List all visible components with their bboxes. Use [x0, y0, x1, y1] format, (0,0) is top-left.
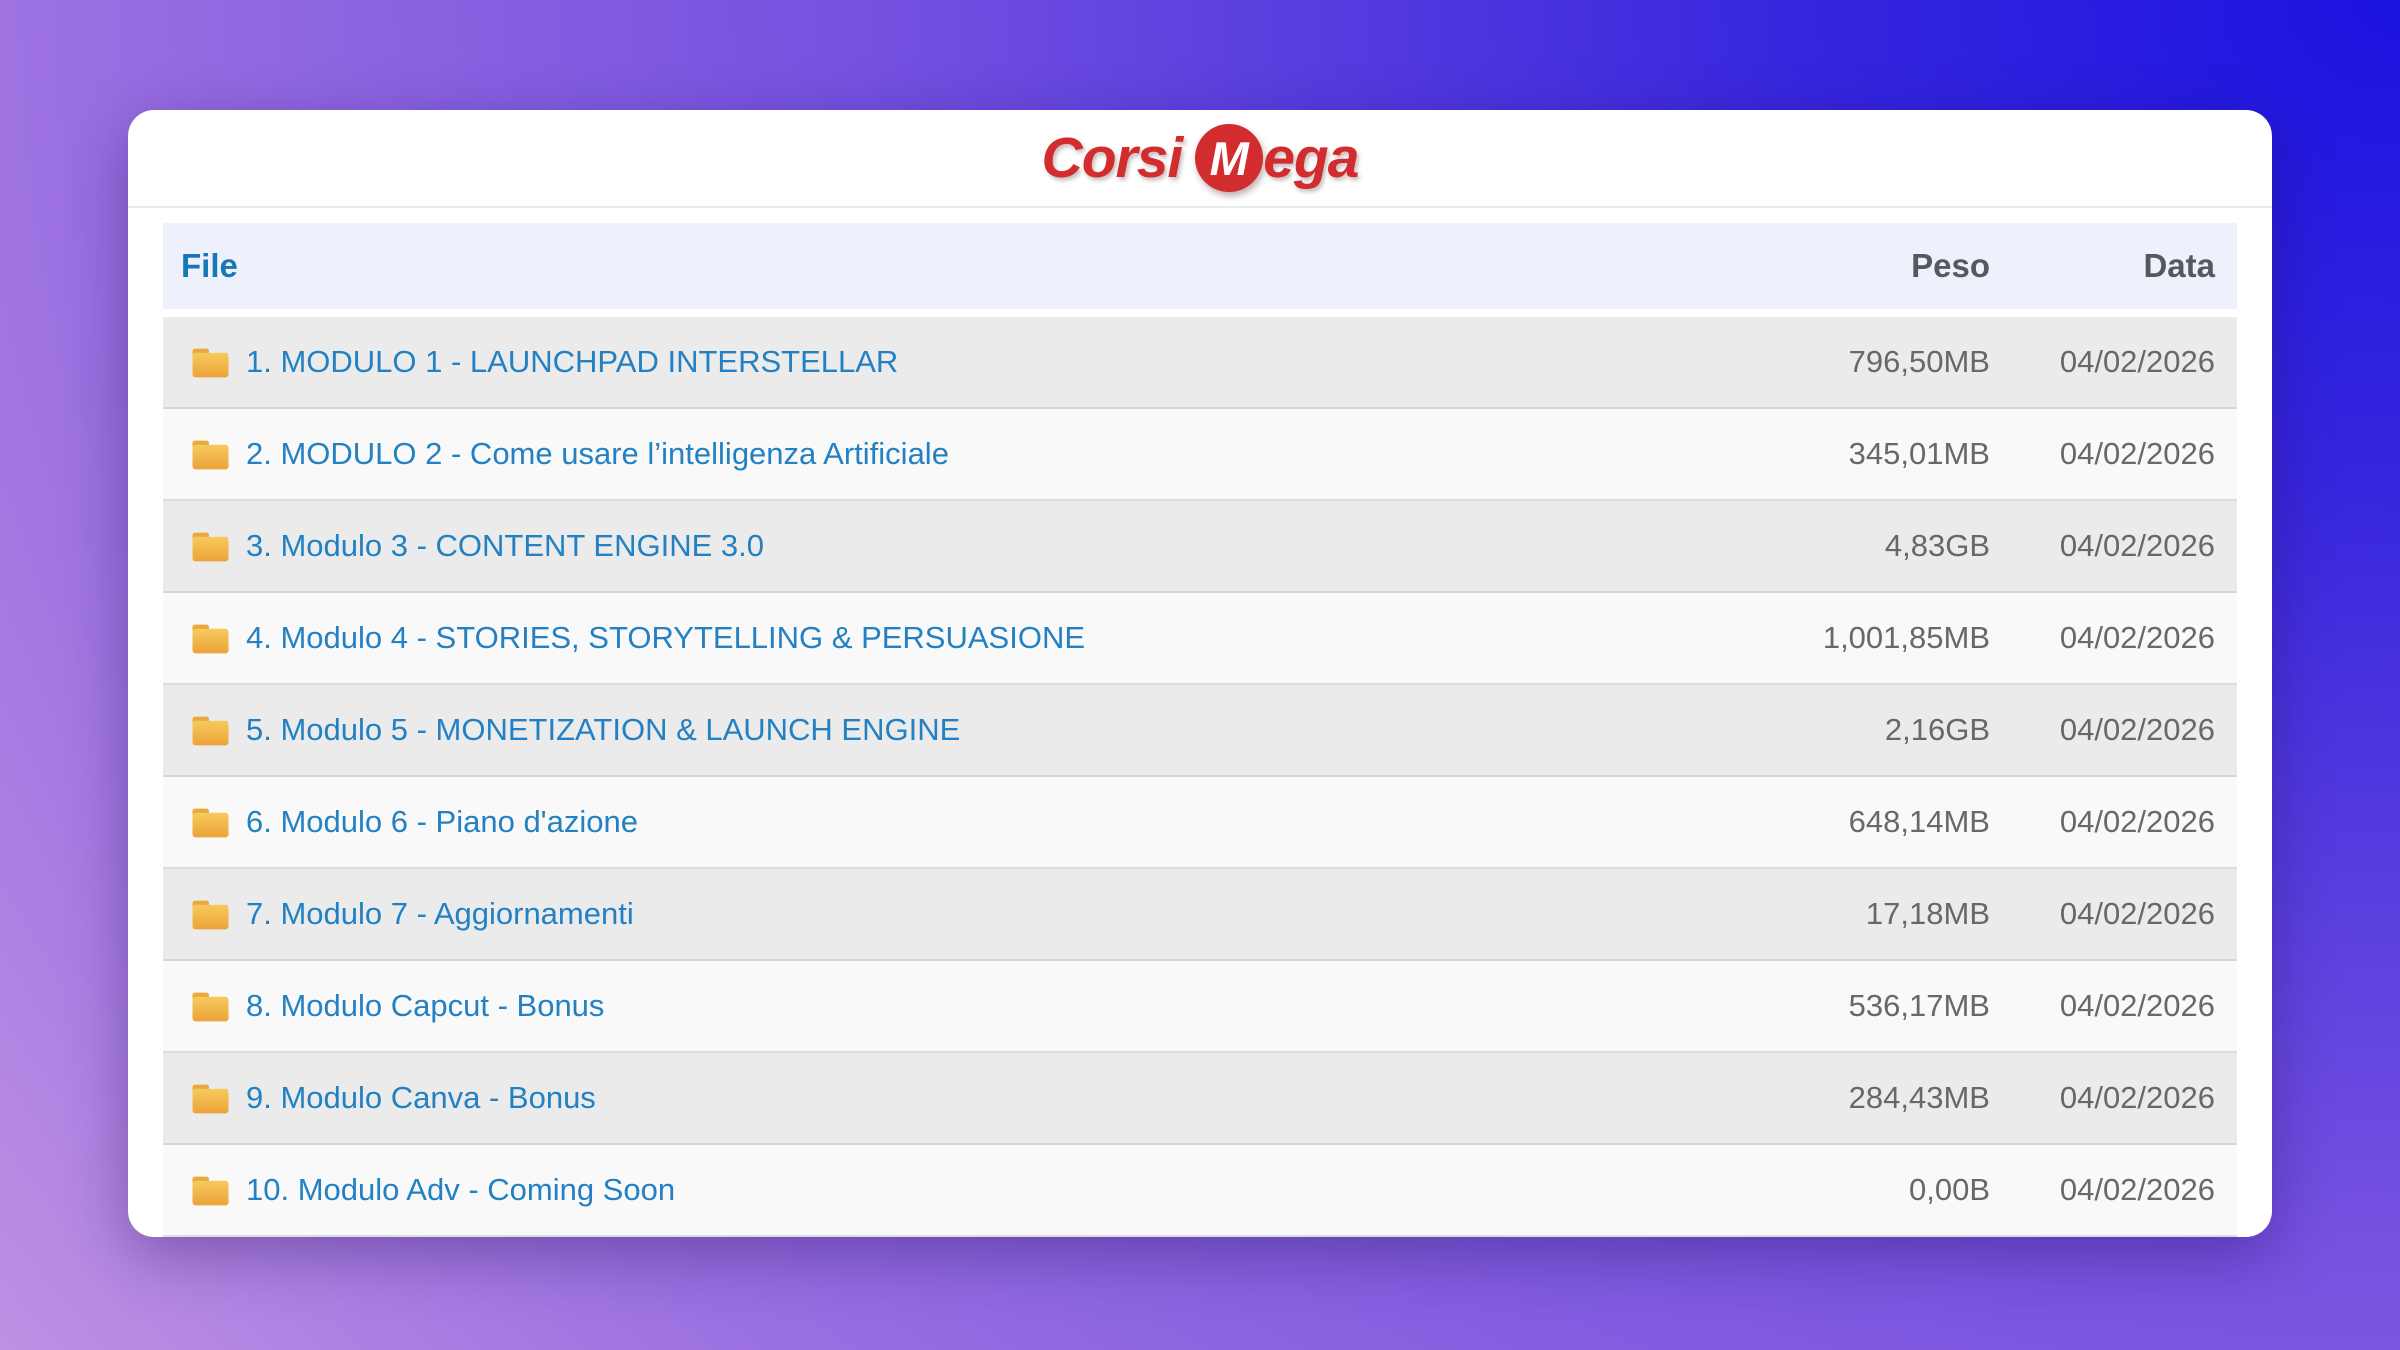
folder-icon [192, 348, 229, 377]
folder-icon [192, 624, 229, 653]
file-table-head: File Peso Data [163, 223, 2237, 317]
file-size: 1,001,85MB [1662, 593, 1992, 685]
file-cell: 7. Modulo 7 - Aggiornamenti [164, 896, 1661, 932]
file-size: 796,50MB [1662, 317, 1992, 409]
file-size: 0,00B [1662, 1145, 1992, 1237]
file-link[interactable]: 6. Modulo 6 - Piano d'azione [246, 804, 638, 839]
file-date: 04/02/2026 [1992, 593, 2237, 685]
file-size: 536,17MB [1662, 961, 1992, 1053]
file-link[interactable]: 3. Modulo 3 - CONTENT ENGINE 3.0 [246, 528, 764, 563]
table-row[interactable]: 10. Modulo Adv - Coming Soon 0,00B 04/02… [163, 1145, 2237, 1237]
file-size: 284,43MB [1662, 1053, 1992, 1145]
file-link[interactable]: 4. Modulo 4 - STORIES, STORYTELLING & PE… [246, 620, 1086, 655]
file-table-container: File Peso Data [163, 223, 2237, 1237]
table-row[interactable]: 7. Modulo 7 - Aggiornamenti 17,18MB 04/0… [163, 869, 2237, 961]
folder-icon [192, 716, 229, 745]
folder-icon [192, 1084, 229, 1113]
logo-text-suffix: ega [1263, 126, 1359, 190]
file-link[interactable]: 5. Modulo 5 - MONETIZATION & LAUNCH ENGI… [246, 712, 961, 747]
column-header-file[interactable]: File [163, 223, 1662, 317]
file-size: 17,18MB [1662, 869, 1992, 961]
table-row[interactable]: 8. Modulo Capcut - Bonus 536,17MB 04/02/… [163, 961, 2237, 1053]
file-cell: 2. MODULO 2 - Come usare l’intelligenza … [164, 436, 1661, 472]
folder-icon [192, 532, 229, 561]
table-row[interactable]: 5. Modulo 5 - MONETIZATION & LAUNCH ENGI… [163, 685, 2237, 777]
file-date: 04/02/2026 [1992, 317, 2237, 409]
table-row[interactable]: 2. MODULO 2 - Come usare l’intelligenza … [163, 409, 2237, 501]
file-size: 4,83GB [1662, 501, 1992, 593]
logo-circle-m: M [1195, 124, 1264, 192]
table-row[interactable]: 3. Modulo 3 - CONTENT ENGINE 3.0 4,83GB … [163, 501, 2237, 593]
file-date: 04/02/2026 [1992, 869, 2237, 961]
file-link[interactable]: 2. MODULO 2 - Come usare l’intelligenza … [246, 436, 949, 471]
folder-icon [192, 1176, 229, 1205]
column-header-date: Data [1992, 223, 2237, 317]
file-cell: 4. Modulo 4 - STORIES, STORYTELLING & PE… [164, 620, 1661, 656]
folder-icon [192, 992, 229, 1021]
file-cell: 8. Modulo Capcut - Bonus [164, 988, 1661, 1024]
file-link[interactable]: 9. Modulo Canva - Bonus [246, 1080, 596, 1115]
site-logo-link[interactable]: Corsi M ega [1042, 124, 1359, 192]
file-table-body: 1. MODULO 1 - LAUNCHPAD INTERSTELLAR 796… [163, 317, 2237, 1237]
table-row[interactable]: 4. Modulo 4 - STORIES, STORYTELLING & PE… [163, 593, 2237, 685]
folder-icon [192, 808, 229, 837]
file-size: 2,16GB [1662, 685, 1992, 777]
table-row[interactable]: 9. Modulo Canva - Bonus 284,43MB 04/02/2… [163, 1053, 2237, 1145]
column-header-size: Peso [1662, 223, 1992, 317]
file-cell: 3. Modulo 3 - CONTENT ENGINE 3.0 [164, 528, 1661, 564]
file-cell: 5. Modulo 5 - MONETIZATION & LAUNCH ENGI… [164, 712, 1661, 748]
table-row[interactable]: 1. MODULO 1 - LAUNCHPAD INTERSTELLAR 796… [163, 317, 2237, 409]
file-table: File Peso Data [163, 223, 2237, 1237]
file-date: 04/02/2026 [1992, 777, 2237, 869]
file-browser-card: Corsi M ega File Peso Data [128, 110, 2272, 1237]
file-cell: 10. Modulo Adv - Coming Soon [164, 1172, 1661, 1208]
file-size: 648,14MB [1662, 777, 1992, 869]
file-link[interactable]: 8. Modulo Capcut - Bonus [246, 988, 605, 1023]
card-header: Corsi M ega [128, 110, 2272, 208]
file-link[interactable]: 7. Modulo 7 - Aggiornamenti [246, 896, 634, 931]
header-row: File Peso Data [163, 223, 2237, 317]
file-link[interactable]: 1. MODULO 1 - LAUNCHPAD INTERSTELLAR [246, 344, 899, 379]
file-date: 04/02/2026 [1992, 961, 2237, 1053]
file-size: 345,01MB [1662, 409, 1992, 501]
file-date: 04/02/2026 [1992, 1053, 2237, 1145]
file-cell: 6. Modulo 6 - Piano d'azione [164, 804, 1661, 840]
table-row[interactable]: 6. Modulo 6 - Piano d'azione 648,14MB 04… [163, 777, 2237, 869]
file-cell: 1. MODULO 1 - LAUNCHPAD INTERSTELLAR [164, 344, 1661, 380]
file-cell: 9. Modulo Canva - Bonus [164, 1080, 1661, 1116]
file-date: 04/02/2026 [1992, 1145, 2237, 1237]
folder-icon [192, 440, 229, 469]
logo-text-prefix: Corsi [1041, 126, 1184, 190]
folder-icon [192, 900, 229, 929]
file-date: 04/02/2026 [1992, 409, 2237, 501]
file-date: 04/02/2026 [1992, 685, 2237, 777]
file-link[interactable]: 10. Modulo Adv - Coming Soon [246, 1172, 676, 1207]
file-date: 04/02/2026 [1992, 501, 2237, 593]
